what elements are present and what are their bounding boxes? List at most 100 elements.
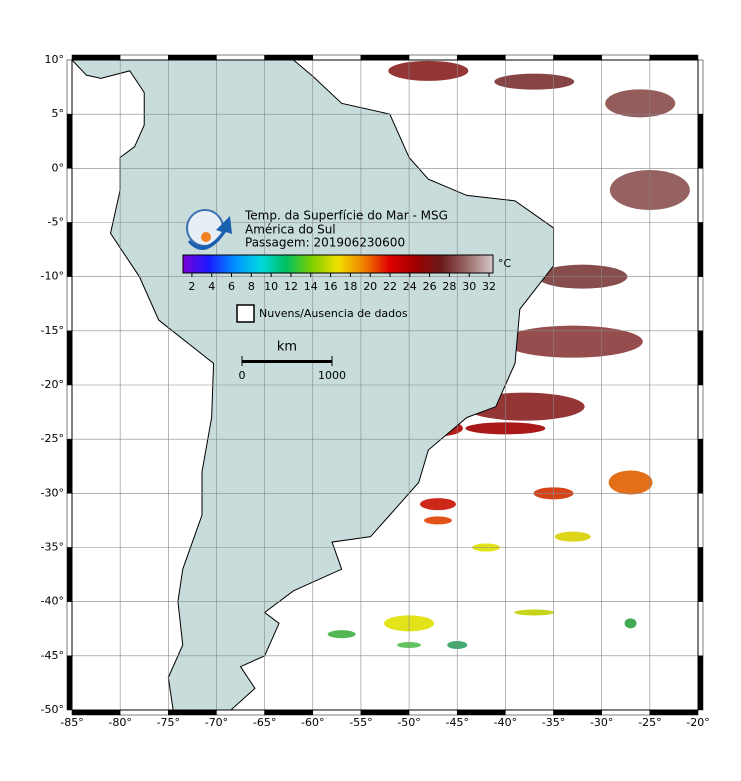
- frame-segment: [649, 54, 699, 61]
- frame-segment: [264, 709, 314, 716]
- x-tick-label: -60°: [301, 716, 324, 729]
- frame-segment: [697, 547, 704, 602]
- frame-segment: [66, 601, 73, 657]
- frame-segment: [312, 709, 362, 716]
- frame-segment: [66, 384, 73, 440]
- scale-unit: km: [277, 340, 297, 355]
- frame-segment: [408, 709, 458, 716]
- sst-patch: [494, 73, 575, 90]
- frame-segment: [505, 54, 554, 61]
- frame-segment: [697, 222, 704, 277]
- legend-label: Nuvens/Ausencia de dados: [259, 307, 408, 320]
- colorbar-tick-label: 4: [208, 280, 215, 293]
- frame-segment: [697, 384, 704, 440]
- frame-segment: [601, 709, 651, 716]
- x-tick-label: -55°: [349, 716, 372, 729]
- title: Temp. da Superfície do Mar - MSG: [244, 209, 448, 223]
- y-tick-label: -30°: [41, 486, 64, 499]
- colorbar-tick-label: 6: [228, 280, 235, 293]
- legend-swatch: [236, 304, 255, 323]
- x-tick-label: -50°: [397, 716, 420, 729]
- x-tick-label: -80°: [108, 716, 131, 729]
- frame-segment: [312, 54, 362, 61]
- pass-date: Passagem: 201906230600: [245, 236, 405, 250]
- colorbar-tick-label: 14: [304, 280, 318, 293]
- frame-segment: [216, 54, 265, 61]
- frame-segment: [697, 168, 704, 223]
- frame-segment: [697, 493, 704, 548]
- frame-segment: [360, 54, 410, 61]
- frame-segment: [553, 54, 602, 61]
- frame-segment: [697, 276, 704, 332]
- colorbar-tick-label: 22: [383, 280, 397, 293]
- frame-segment: [66, 438, 73, 494]
- sst-patch: [608, 470, 653, 495]
- frame-segment: [66, 547, 73, 602]
- frame-segment: [601, 54, 651, 61]
- y-tick-label: -20°: [41, 378, 64, 391]
- scale-tick-label: 1000: [318, 369, 346, 382]
- x-tick-label: -25°: [638, 716, 661, 729]
- colorbar-tick-label: 10: [264, 280, 278, 293]
- frame-segment: [119, 709, 169, 716]
- y-tick-label: 5°: [52, 107, 65, 120]
- colorbar-tick-label: 32: [482, 280, 496, 293]
- frame-segment: [71, 709, 121, 716]
- colorbar-tick-label: 20: [363, 280, 377, 293]
- map-frame: [71, 59, 699, 711]
- sst-patch: [502, 325, 643, 358]
- y-tick-label: -15°: [41, 324, 64, 337]
- sst-patch: [388, 60, 469, 81]
- frame-segment: [697, 601, 704, 657]
- sst-patch: [327, 630, 356, 639]
- logo-dot: [201, 232, 211, 242]
- frame-segment: [553, 709, 602, 716]
- frame-segment: [66, 493, 73, 548]
- x-tick-label: -75°: [157, 716, 180, 729]
- frame-segment: [168, 54, 217, 61]
- colorbar-tick-label: 24: [403, 280, 417, 293]
- frame-segment: [649, 709, 699, 716]
- frame-segment: [697, 655, 704, 711]
- frame-segment: [71, 54, 121, 61]
- scale-tick-label: 0: [239, 369, 246, 382]
- frame-segment: [408, 54, 458, 61]
- colorbar-tick-label: 8: [248, 280, 255, 293]
- frame-segment: [66, 655, 73, 711]
- frame-segment: [456, 54, 506, 61]
- frame-segment: [697, 438, 704, 494]
- frame-segment: [216, 709, 265, 716]
- frame-segment: [66, 222, 73, 277]
- sst-patch: [624, 618, 637, 629]
- sst-patch: [554, 531, 591, 542]
- x-tick-label: -85°: [60, 716, 83, 729]
- logo-arrow: [188, 216, 232, 250]
- colorbar-tick-label: 30: [462, 280, 476, 293]
- frame-segment: [360, 709, 410, 716]
- frame-segment: [66, 168, 73, 223]
- frame-segment: [66, 330, 73, 386]
- frame-segment: [66, 59, 73, 115]
- colorbar-tick-label: 2: [188, 280, 195, 293]
- colorbar-tick-label: 16: [324, 280, 338, 293]
- colorbar: [182, 254, 494, 274]
- sst-patch: [605, 89, 676, 118]
- colorbar-tick-label: 26: [423, 280, 437, 293]
- frame-segment: [168, 709, 217, 716]
- frame-segment: [697, 113, 704, 169]
- colorbar-tick-label: 18: [343, 280, 357, 293]
- sst-patch: [419, 498, 456, 511]
- frame-segment: [456, 709, 506, 716]
- sst-patch: [514, 609, 555, 616]
- frame-segment: [119, 54, 169, 61]
- sst-patch: [423, 516, 452, 525]
- x-tick-label: -70°: [205, 716, 228, 729]
- x-tick-label: -20°: [686, 716, 709, 729]
- y-tick-label: -40°: [41, 595, 64, 608]
- frame-segment: [264, 54, 314, 61]
- y-tick-label: -35°: [41, 541, 64, 554]
- frame-segment: [66, 276, 73, 332]
- y-tick-label: 10°: [45, 53, 65, 66]
- frame-segment: [66, 113, 73, 169]
